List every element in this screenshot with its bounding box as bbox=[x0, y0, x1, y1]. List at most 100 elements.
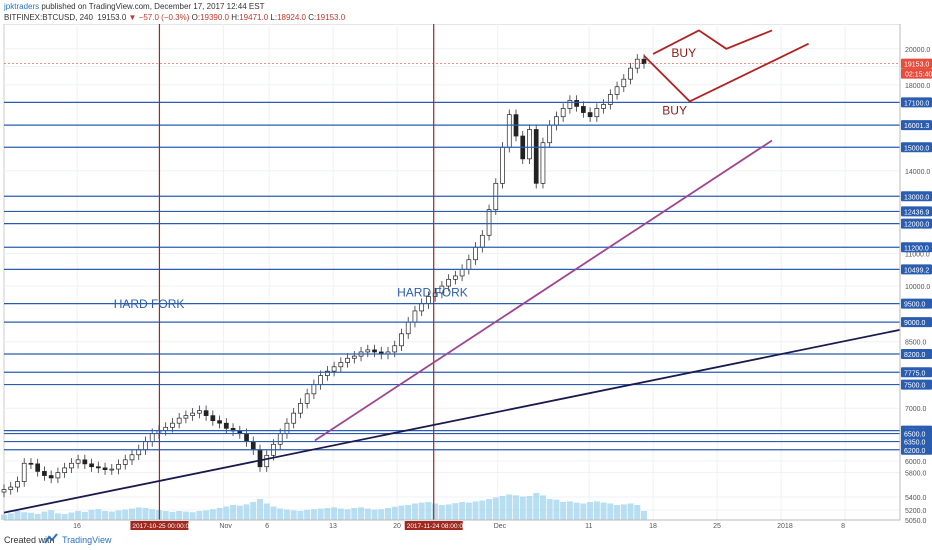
candle-body[interactable] bbox=[55, 472, 61, 479]
candle-body[interactable] bbox=[446, 278, 451, 287]
candle-body[interactable] bbox=[453, 275, 458, 280]
candle-body[interactable] bbox=[264, 454, 270, 468]
candle-body[interactable] bbox=[75, 459, 81, 464]
candle-body[interactable] bbox=[506, 114, 512, 148]
candle-body[interactable] bbox=[318, 375, 323, 385]
volume-bar bbox=[560, 502, 567, 520]
candle-body[interactable] bbox=[136, 449, 142, 456]
candle-body[interactable] bbox=[291, 412, 297, 424]
volume-bar bbox=[142, 508, 149, 520]
candle-body[interactable] bbox=[540, 142, 546, 184]
candle-body[interactable] bbox=[547, 124, 553, 144]
candle-body[interactable] bbox=[190, 412, 195, 416]
candle-body[interactable] bbox=[419, 303, 425, 312]
trendline[interactable] bbox=[314, 139, 773, 442]
candle-body[interactable] bbox=[15, 481, 20, 488]
candle-body[interactable] bbox=[116, 464, 121, 470]
last-price-axis-label-bg bbox=[901, 58, 932, 69]
candle-body[interactable] bbox=[641, 58, 647, 64]
candle-body[interactable] bbox=[163, 426, 169, 431]
candle-body[interactable] bbox=[533, 129, 539, 184]
candle-body[interactable] bbox=[1, 489, 7, 493]
candle-body[interactable] bbox=[466, 259, 472, 270]
volume-bar bbox=[337, 508, 344, 520]
candle-body[interactable] bbox=[143, 441, 148, 451]
candle-body[interactable] bbox=[223, 422, 229, 429]
trendline[interactable] bbox=[3, 328, 901, 514]
candle-body[interactable] bbox=[574, 100, 579, 107]
candle-body[interactable] bbox=[479, 234, 485, 248]
candle-body[interactable] bbox=[284, 422, 290, 434]
candle-body[interactable] bbox=[372, 349, 377, 353]
x-tick-label: 18 bbox=[649, 523, 657, 530]
volume-bar bbox=[411, 503, 418, 520]
candle-body[interactable] bbox=[102, 467, 108, 471]
candle-body[interactable] bbox=[129, 454, 135, 461]
tradingview-brand[interactable]: TradingView bbox=[62, 535, 112, 545]
candle-body[interactable] bbox=[89, 463, 94, 468]
candle-body[interactable] bbox=[331, 366, 337, 372]
candle-body[interactable] bbox=[250, 441, 256, 451]
candle-body[interactable] bbox=[621, 78, 627, 88]
candle-body[interactable] bbox=[69, 462, 74, 469]
candle-body[interactable] bbox=[311, 384, 317, 395]
candle-body[interactable] bbox=[244, 433, 249, 442]
candle-body[interactable] bbox=[109, 468, 115, 471]
candle-body[interactable] bbox=[197, 410, 202, 414]
candle-body[interactable] bbox=[338, 362, 344, 368]
candle-body[interactable] bbox=[82, 459, 88, 465]
candle-body[interactable] bbox=[473, 246, 478, 261]
candle-body[interactable] bbox=[203, 410, 209, 416]
projection-path[interactable] bbox=[643, 42, 809, 103]
candle-body[interactable] bbox=[8, 486, 14, 490]
candle-body[interactable] bbox=[554, 116, 559, 126]
candle-body[interactable] bbox=[399, 333, 404, 347]
candle-body[interactable] bbox=[500, 146, 505, 184]
candle-body[interactable] bbox=[95, 466, 101, 469]
candle-body[interactable] bbox=[439, 285, 445, 294]
candle-body[interactable] bbox=[628, 67, 633, 80]
candle-body[interactable] bbox=[35, 463, 41, 472]
candle-body[interactable] bbox=[607, 94, 613, 105]
author-link[interactable]: jpktraders bbox=[4, 2, 40, 11]
candle-body[interactable] bbox=[601, 104, 606, 109]
candle-body[interactable] bbox=[405, 321, 411, 335]
candle-body[interactable] bbox=[614, 86, 620, 95]
projection-path[interactable] bbox=[652, 29, 773, 55]
candle-body[interactable] bbox=[581, 106, 586, 113]
candle-body[interactable] bbox=[304, 393, 310, 404]
candle-body[interactable] bbox=[48, 475, 54, 479]
candle-body[interactable] bbox=[527, 129, 532, 160]
candle-body[interactable] bbox=[62, 467, 67, 473]
volume-bar bbox=[263, 503, 270, 520]
candle-body[interactable] bbox=[21, 462, 27, 482]
candle-body[interactable] bbox=[567, 100, 573, 109]
volume-bar bbox=[243, 504, 250, 520]
candle-body[interactable] bbox=[170, 422, 175, 428]
candle-body[interactable] bbox=[298, 402, 303, 414]
candle-body[interactable] bbox=[122, 459, 128, 465]
candle-body[interactable] bbox=[412, 310, 418, 323]
candle-body[interactable] bbox=[392, 345, 398, 353]
candle-body[interactable] bbox=[486, 209, 492, 236]
candle-body[interactable] bbox=[28, 462, 34, 465]
candle-body[interactable] bbox=[277, 433, 283, 445]
candle-body[interactable] bbox=[325, 370, 330, 376]
candle-body[interactable] bbox=[183, 415, 189, 419]
candle-body[interactable] bbox=[149, 433, 155, 442]
candle-body[interactable] bbox=[365, 349, 371, 353]
candle-body[interactable] bbox=[459, 269, 465, 277]
candle-body[interactable] bbox=[351, 355, 357, 359]
candle-body[interactable] bbox=[594, 108, 600, 118]
volume-bar bbox=[196, 511, 203, 520]
candle-body[interactable] bbox=[345, 357, 350, 363]
candle-body[interactable] bbox=[257, 449, 263, 468]
volume-bar bbox=[364, 508, 371, 520]
candle-body[interactable] bbox=[217, 420, 222, 424]
candle-body[interactable] bbox=[210, 415, 216, 422]
candle-body[interactable] bbox=[176, 417, 182, 424]
candle-body[interactable] bbox=[587, 112, 593, 118]
candle-body[interactable] bbox=[560, 108, 566, 118]
candle-body[interactable] bbox=[42, 471, 47, 476]
